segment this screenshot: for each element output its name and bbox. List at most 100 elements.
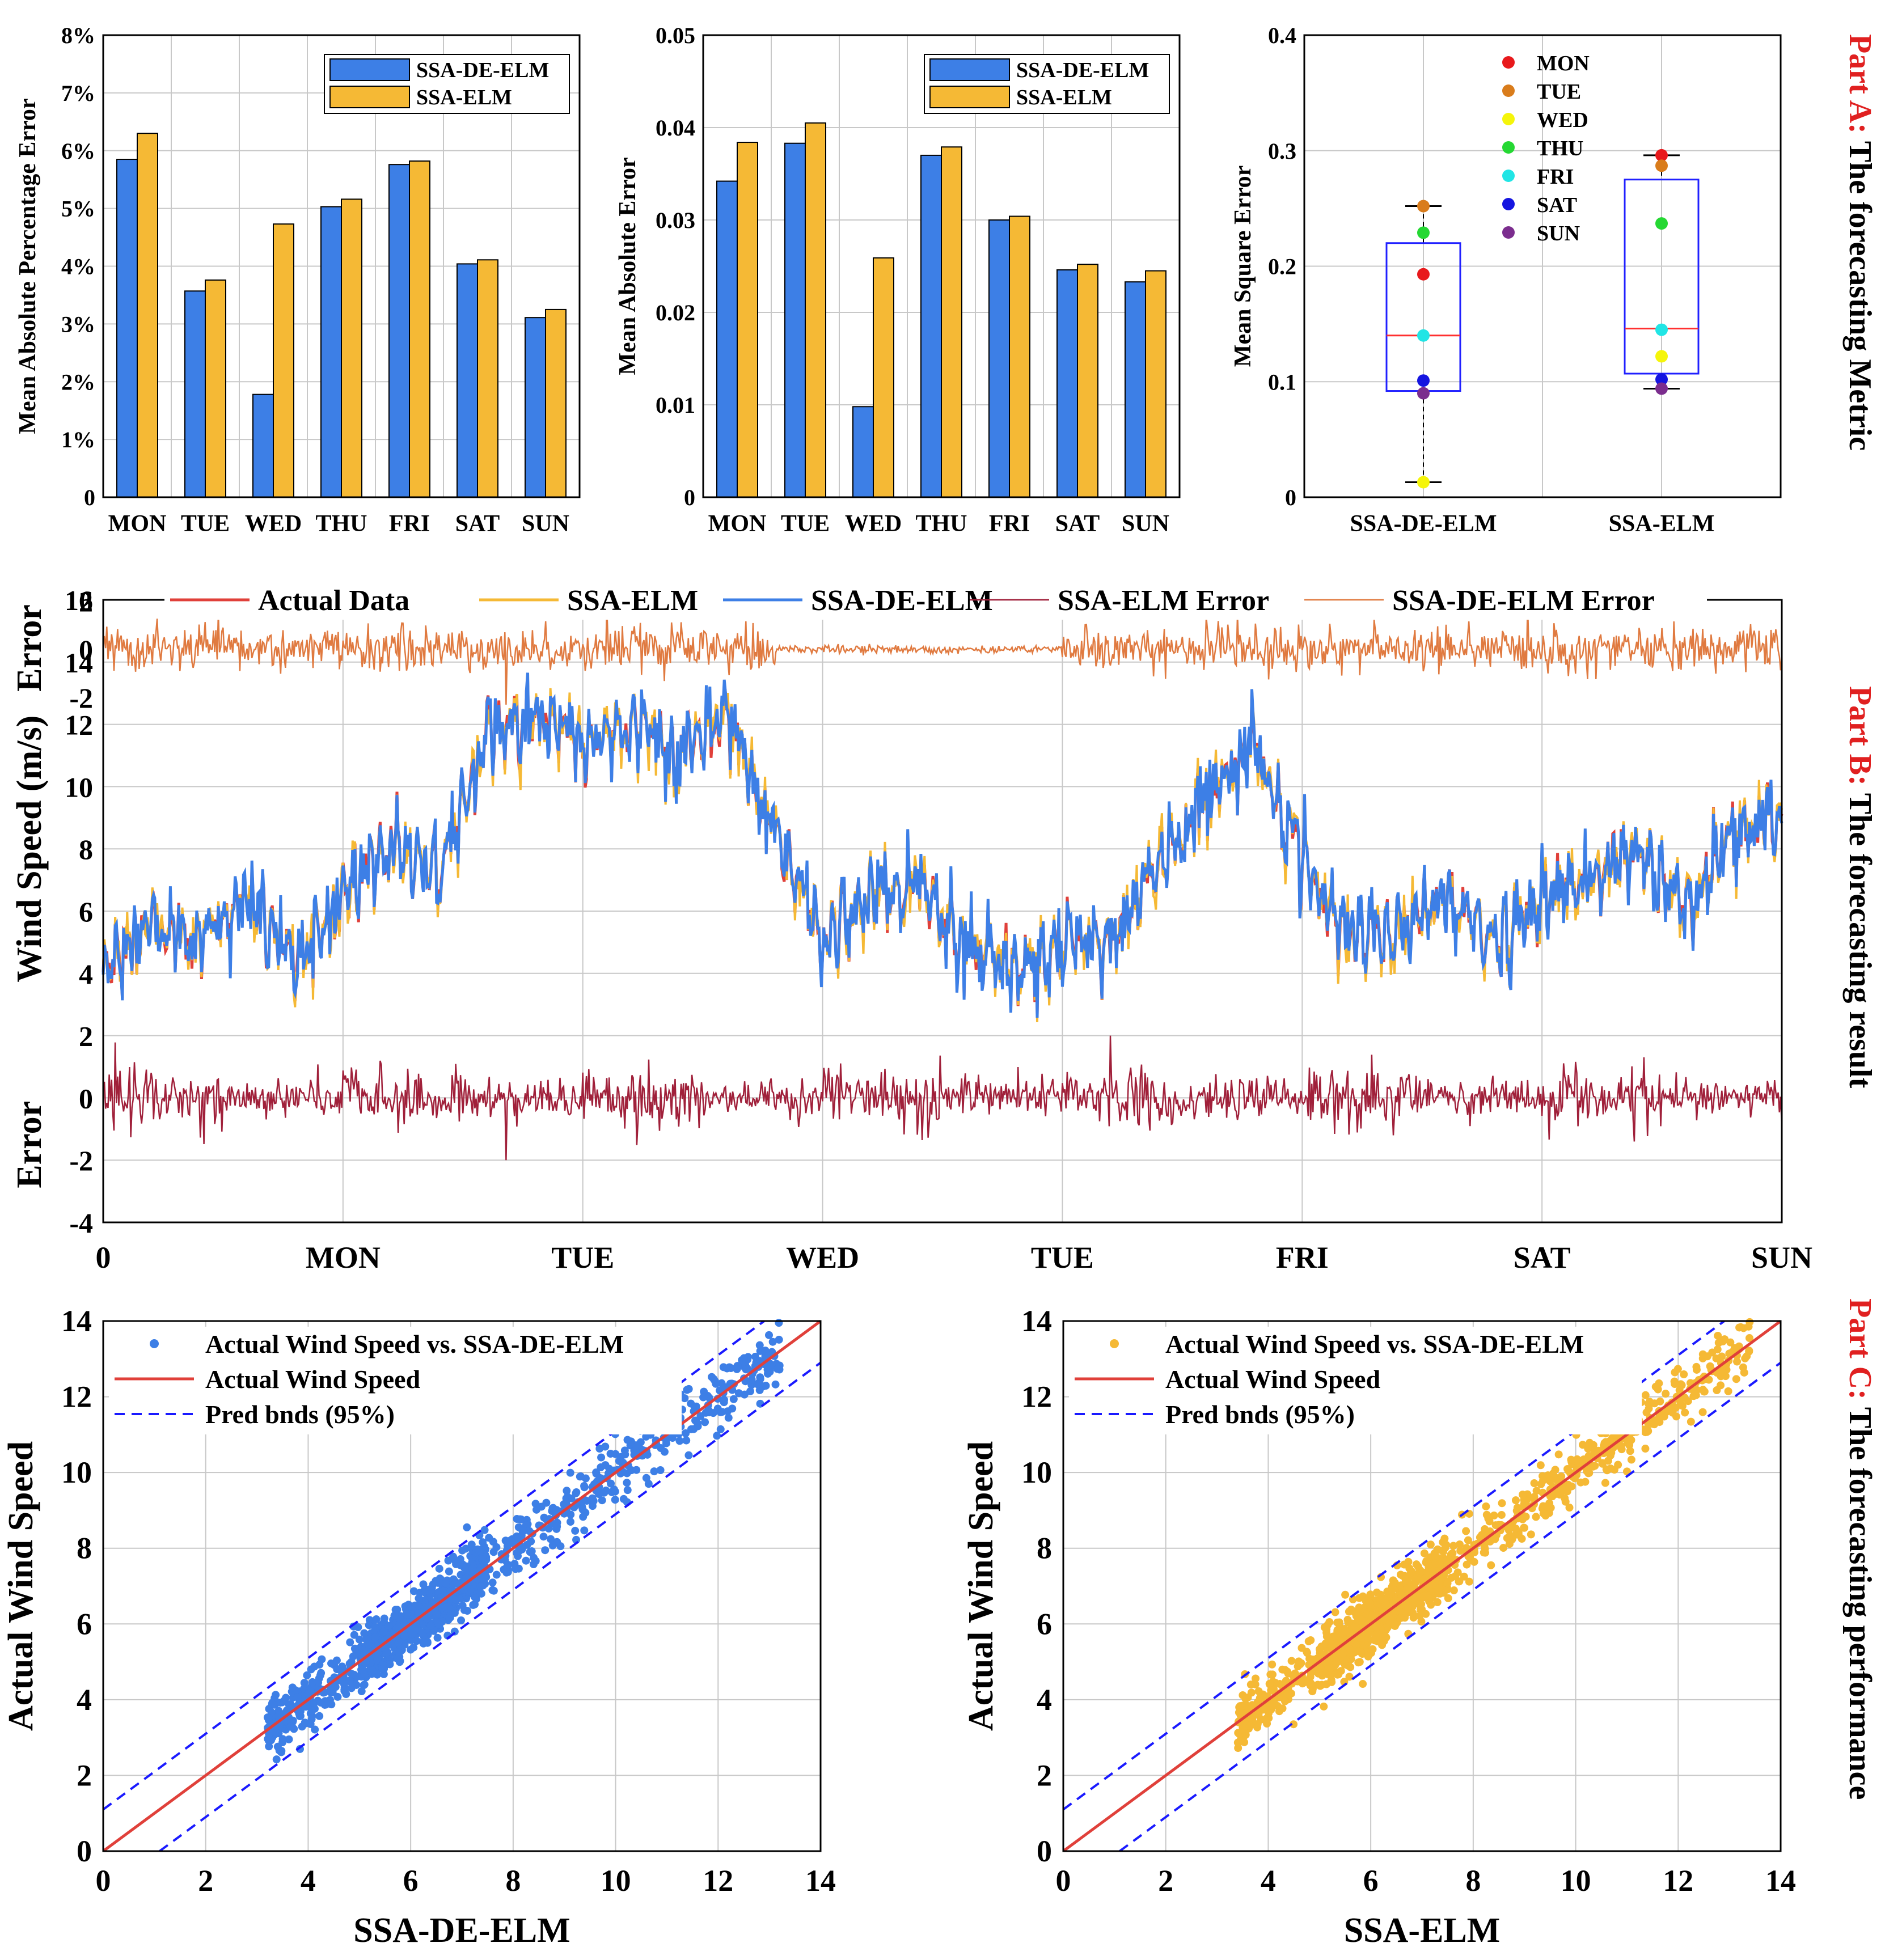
bar xyxy=(784,142,806,498)
y-tick-label: 6 xyxy=(77,1607,92,1641)
scatter-point xyxy=(1641,1391,1650,1399)
scatter-point xyxy=(1287,1657,1296,1665)
scatter-point xyxy=(468,1565,477,1573)
scatter-point xyxy=(345,1677,354,1685)
wind-speed-timeseries: -4 -2 0 2 4 6 8 10 12 14 16 -2 0 2 0 MON TUE WED TUE FRI SAT… xyxy=(10,580,1812,1275)
scatter-point xyxy=(268,1700,276,1708)
scatter-point xyxy=(556,1542,565,1551)
scatter-point xyxy=(1743,1352,1751,1361)
scatter-point xyxy=(1307,1636,1315,1644)
scatter-point xyxy=(1658,1411,1667,1420)
scatter-point xyxy=(1248,1701,1257,1710)
scatter-point xyxy=(1345,1607,1353,1616)
legend-label: FRI xyxy=(1537,165,1574,189)
scatter-point xyxy=(1455,1540,1464,1549)
x-tick-label: SAT xyxy=(1055,511,1100,537)
scatter-point xyxy=(600,1488,608,1497)
scatter-point xyxy=(360,1629,369,1637)
scatter-point xyxy=(311,1725,319,1734)
scatter-point xyxy=(1482,1510,1491,1519)
y-tick-label: 5% xyxy=(61,196,95,222)
legend-label: SSA-DE-ELM xyxy=(416,58,549,82)
x-tick-label: 4 xyxy=(1261,1864,1276,1898)
scatter-point xyxy=(1284,1669,1292,1678)
scatter-point xyxy=(1565,1504,1574,1512)
y-tick-label: 14 xyxy=(65,647,93,679)
scatter-point xyxy=(467,1540,476,1549)
scatter-point xyxy=(1573,1455,1582,1463)
legend-label: SSA-DE-ELM Error xyxy=(1392,585,1655,617)
x-tick-label: SUN xyxy=(1122,511,1169,537)
bar xyxy=(457,263,478,498)
scatter-point xyxy=(432,1611,441,1619)
x-tick-label: 2 xyxy=(198,1864,213,1898)
bar xyxy=(525,317,546,498)
legend-swatch xyxy=(929,86,1010,108)
scatter-point xyxy=(642,1432,650,1441)
scatter-point xyxy=(572,1488,581,1496)
legend-swatch xyxy=(929,58,1010,81)
scatter-point xyxy=(595,1474,604,1482)
day-point xyxy=(1417,387,1430,400)
scatter-point xyxy=(1481,1525,1489,1534)
scatter-point xyxy=(1565,1482,1574,1491)
legend-label: Actual Wind Speed xyxy=(1165,1365,1381,1394)
scatter-point xyxy=(1530,1479,1539,1488)
scatter-point xyxy=(462,1544,470,1553)
scatter-point xyxy=(264,1737,273,1745)
scatter-point xyxy=(1614,1461,1622,1469)
scatter-point xyxy=(691,1416,700,1425)
scatter-point xyxy=(445,1605,453,1613)
x-tick-label: 14 xyxy=(1765,1864,1796,1898)
scatter-point xyxy=(1698,1408,1707,1416)
scatter-point xyxy=(1601,1438,1610,1446)
scatter-point xyxy=(1405,1564,1414,1573)
scatter-point xyxy=(1253,1723,1262,1732)
scatter-point xyxy=(1368,1645,1377,1653)
scatter-point xyxy=(303,1671,311,1679)
scatter-point xyxy=(1320,1702,1328,1711)
scatter-point xyxy=(1238,1701,1246,1710)
scatter-point xyxy=(463,1523,471,1531)
scatter-point xyxy=(360,1680,369,1689)
y-tick-label: 0.02 xyxy=(656,300,695,325)
scatter-point xyxy=(650,1467,658,1476)
scatter-point xyxy=(1316,1645,1324,1653)
legend-box xyxy=(109,1327,682,1434)
legend-swatch xyxy=(329,86,410,108)
scatter-point xyxy=(1724,1387,1732,1395)
day-point xyxy=(1655,373,1668,386)
scatter-point xyxy=(734,1389,743,1398)
scatter-point xyxy=(682,1436,691,1445)
scatter-point xyxy=(1351,1640,1360,1648)
scatter-point xyxy=(765,1331,774,1339)
scatter-point xyxy=(278,1735,287,1743)
y-tick-label: 0 xyxy=(1285,485,1296,510)
legend-marker xyxy=(1502,170,1515,182)
x-tick-label: TUE xyxy=(551,1241,614,1275)
scatter-point xyxy=(1252,1674,1260,1683)
bar xyxy=(737,142,758,498)
bar xyxy=(477,259,498,498)
scatter-point xyxy=(350,1644,359,1653)
scatter-point xyxy=(1372,1623,1381,1632)
scatter-point xyxy=(1266,1670,1275,1679)
y-tick-label: 0 xyxy=(79,1082,93,1114)
day-point xyxy=(1655,149,1668,162)
scatter-point xyxy=(1671,1368,1679,1377)
scatter-point xyxy=(1626,1447,1634,1455)
legend-label: SSA-ELM Error xyxy=(1058,585,1269,617)
scatter-point xyxy=(701,1418,709,1426)
scatter-point xyxy=(1281,1697,1290,1705)
scatter-point xyxy=(1539,1509,1548,1518)
scatter-point xyxy=(300,1679,308,1687)
scatter-point xyxy=(1446,1556,1454,1564)
scatter-point xyxy=(395,1653,404,1661)
y-tick-label: 0.2 xyxy=(1268,254,1296,280)
bar xyxy=(137,133,158,498)
legend-label: SSA-ELM xyxy=(416,86,512,109)
y-tick-label: 0 xyxy=(77,1834,92,1868)
scatter-point xyxy=(1333,1658,1342,1666)
scatter-point xyxy=(1462,1527,1470,1535)
x-tick-label: THU xyxy=(915,511,967,537)
